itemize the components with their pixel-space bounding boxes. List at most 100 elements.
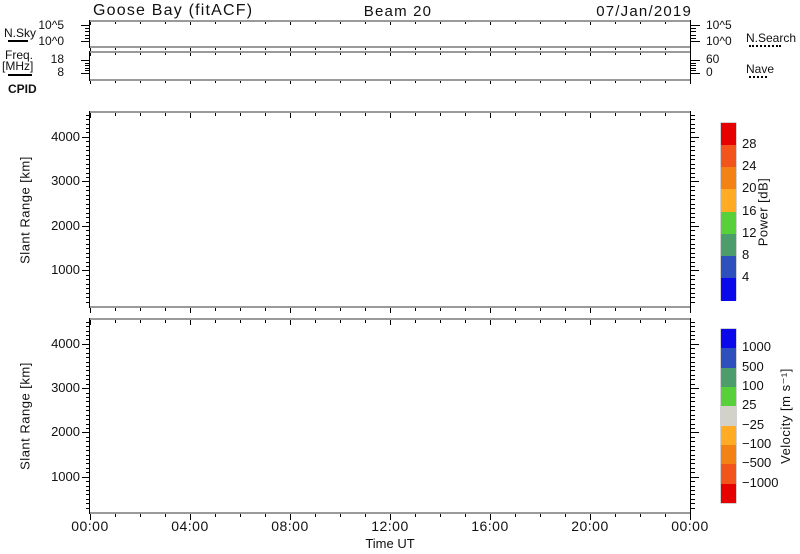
hour-tick [515, 113, 516, 116]
nsearch-ytick-label: 10^0 [706, 34, 732, 48]
hour-tick [315, 320, 316, 323]
y-tick [691, 67, 696, 69]
y-tick [691, 266, 695, 268]
colorbar-segment [721, 233, 736, 257]
hour-tick [290, 48, 291, 51]
colorbar-segment [721, 277, 736, 301]
y-tick [86, 239, 90, 241]
hour-tick [390, 320, 391, 325]
colorbar-tick-label: −500 [742, 455, 772, 471]
y-tick [86, 168, 90, 170]
y-tick [691, 401, 695, 403]
hour-tick [515, 22, 516, 24]
hour-tick [640, 320, 641, 323]
y-tick [691, 370, 695, 372]
y-tick [86, 472, 90, 474]
hour-tick [240, 320, 241, 323]
y-tick [691, 252, 695, 254]
y-tick [691, 476, 699, 478]
y-tick [86, 463, 90, 465]
hour-tick [390, 53, 391, 56]
hour-tick [90, 308, 91, 313]
y-tick [81, 25, 90, 26]
hour-tick [315, 308, 316, 311]
y-tick [85, 62, 90, 64]
y-tick [86, 283, 90, 285]
hour-tick [490, 514, 491, 520]
y-tick [86, 208, 90, 210]
y-tick [86, 507, 90, 509]
y-tick [691, 330, 695, 332]
hour-tick [665, 113, 666, 116]
colorbar-tick-label: 1000 [742, 339, 771, 355]
y-tick [691, 37, 696, 39]
colorbar-tick-label: 12 [742, 224, 757, 240]
hour-tick [340, 320, 341, 323]
hour-tick [215, 48, 216, 50]
hour-tick [590, 48, 591, 51]
hour-tick [190, 113, 191, 118]
y-tick [691, 185, 695, 187]
hour-tick [415, 320, 416, 323]
hour-tick [315, 53, 316, 55]
hour-tick [190, 514, 191, 520]
hour-tick [140, 22, 141, 24]
y-tick [691, 41, 700, 42]
axis-line [89, 20, 90, 48]
hour-tick [615, 48, 616, 50]
y-tick [691, 70, 696, 72]
y-tick [86, 199, 90, 201]
y-tick [691, 34, 696, 36]
y-tick [86, 248, 90, 250]
y-tick [86, 458, 90, 460]
hour-tick [315, 22, 316, 24]
hour-tick [465, 48, 466, 50]
y-tick [86, 163, 90, 165]
y-tick [691, 270, 699, 272]
hour-tick [140, 53, 141, 55]
hour-tick [265, 308, 266, 311]
y-tick [691, 190, 695, 192]
y-tick [691, 383, 695, 385]
y-tick [691, 225, 699, 227]
hour-tick [265, 48, 266, 50]
hour-tick [615, 320, 616, 323]
hour-tick [565, 48, 566, 50]
y-tick [86, 436, 90, 438]
y-tick [691, 62, 696, 64]
hour-tick [340, 22, 341, 24]
y-tick [86, 301, 90, 303]
y-tick [691, 441, 695, 443]
nsearch-linestyle-sample [749, 45, 781, 47]
y-tick [86, 485, 90, 487]
y-tick [86, 330, 90, 332]
hour-tick [640, 113, 641, 116]
y-tick [86, 185, 90, 187]
colorbar-tick-label: 24 [742, 158, 757, 174]
y-tick [86, 279, 90, 281]
y-tick [691, 65, 696, 67]
hour-tick [590, 514, 591, 520]
hour-tick [490, 53, 491, 56]
x-tick-label: 00:00 [71, 518, 109, 534]
y-tick [86, 203, 90, 205]
hour-tick [390, 308, 391, 313]
y-tick [691, 467, 695, 469]
y-tick [691, 419, 695, 421]
hour-tick [290, 53, 291, 56]
y-tick [691, 283, 695, 285]
y-tick [86, 234, 90, 236]
y-tick-label: 3000 [51, 380, 80, 396]
hour-tick [340, 308, 341, 311]
y-tick [691, 217, 695, 219]
hour-tick [640, 48, 641, 50]
hour-tick [390, 48, 391, 51]
y-tick [691, 239, 695, 241]
y-tick [86, 252, 90, 254]
axis-line [89, 318, 90, 514]
hour-tick [615, 53, 616, 55]
y-tick [691, 288, 695, 290]
frame-line [89, 306, 691, 308]
hour-tick [390, 514, 391, 520]
y-tick [82, 225, 90, 227]
